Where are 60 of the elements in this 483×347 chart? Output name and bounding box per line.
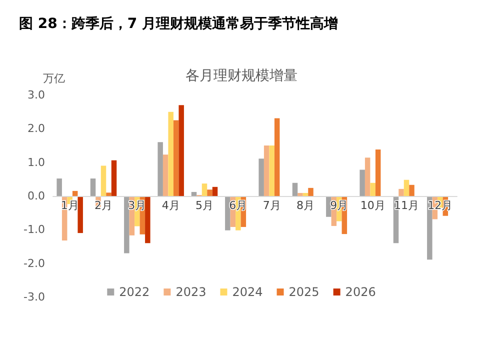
x-tick-label: 3月 [128, 199, 146, 212]
x-tick-label: 4月 [162, 199, 180, 212]
legend-label: 2023 [176, 285, 206, 299]
x-tick-label: 10月 [360, 199, 386, 212]
x-tick-label: 7月 [262, 199, 281, 212]
bar [78, 196, 83, 234]
bar [269, 146, 274, 196]
bar [326, 196, 332, 217]
bar [308, 188, 314, 196]
y-tick-label: -2.0 [24, 256, 45, 270]
y-tick-label: 1.0 [28, 156, 45, 169]
bar [202, 184, 208, 196]
legend-label: 2024 [232, 285, 263, 299]
bar [90, 178, 96, 196]
legend-label: 2025 [288, 285, 320, 299]
bar [298, 192, 303, 196]
chart-subtitle: 各月理财规模增量 [186, 68, 298, 84]
y-tick-label: -1.0 [24, 223, 45, 236]
bar [100, 166, 106, 196]
y-tick-label: -3.0 [24, 290, 45, 304]
bar [370, 182, 376, 196]
x-tick-label: 5月 [196, 199, 214, 212]
bar [168, 112, 174, 196]
bar [72, 190, 78, 196]
bar [375, 150, 381, 196]
bar [207, 190, 212, 196]
y-tick-label: 0.0 [28, 190, 45, 202]
y-tick-label: 2.0 [28, 122, 45, 136]
bar [212, 186, 218, 196]
bar [191, 192, 197, 196]
bar [398, 188, 404, 196]
bar [409, 184, 414, 196]
bar [404, 180, 410, 196]
bar [302, 192, 308, 196]
x-tick-label: 11月 [394, 199, 419, 212]
bar [364, 158, 370, 196]
y-axis-title: 万亿 [43, 72, 65, 85]
x-tick-label: 8月 [296, 199, 314, 212]
x-tick-label: 1月 [60, 199, 79, 212]
legend-label: 2022 [119, 285, 150, 299]
bar [162, 154, 168, 196]
bar [264, 146, 270, 196]
chart-title: 图 28：跨季后，7 月理财规模通常易于季节性高增 [19, 15, 338, 32]
x-tick-label: 9月 [330, 199, 348, 212]
bar [56, 178, 62, 196]
bar [258, 158, 264, 196]
bar [225, 196, 230, 230]
legend-label: 2026 [345, 285, 376, 299]
bar [274, 118, 280, 196]
bar [106, 192, 112, 196]
bar [173, 120, 179, 196]
bar [124, 196, 130, 254]
bar [158, 142, 163, 196]
bar [178, 105, 184, 196]
bar [111, 160, 117, 196]
y-tick-label: 3.0 [28, 88, 45, 102]
bar [360, 170, 365, 196]
bar [292, 182, 298, 196]
x-tick-label: 6月 [229, 199, 248, 212]
bar [145, 196, 150, 244]
